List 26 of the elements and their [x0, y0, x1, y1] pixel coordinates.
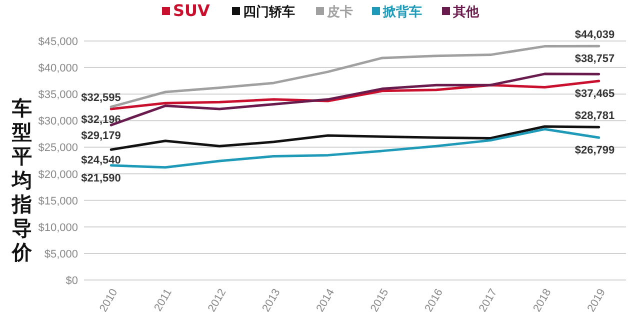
y-tick-label: $10,000 — [38, 222, 78, 234]
y-tick-label: $25,000 — [38, 142, 78, 154]
data-label: $21,590 — [81, 172, 121, 184]
data-label: $26,799 — [574, 144, 615, 157]
data-label: $24,540 — [81, 154, 121, 167]
data-label: $38,757 — [574, 53, 615, 66]
data-label: $29,179 — [81, 130, 121, 142]
y-tick-label: $5,000 — [44, 248, 78, 260]
data-label: $44,039 — [574, 29, 615, 42]
y-tick-label: $15,000 — [38, 195, 78, 208]
legend-label: 皮卡 — [326, 5, 353, 20]
legend-label: 四门轿车 — [243, 4, 295, 20]
y-tick-label: $35,000 — [38, 89, 78, 102]
data-label: $37,465 — [574, 88, 615, 100]
y-tick-label: $40,000 — [38, 62, 78, 75]
data-label: $32,595 — [81, 92, 121, 104]
y-tick-label: $30,000 — [38, 116, 78, 128]
y-tick-label: $20,000 — [38, 168, 78, 181]
legend-label: 掀背车 — [382, 4, 422, 20]
legend-label: SUV — [173, 1, 211, 20]
data-label: $32,196 — [81, 114, 121, 126]
y-tick-label: $0 — [66, 275, 78, 287]
legend-label: 其他 — [452, 5, 480, 20]
y-axis-title: 车型平均指导价 — [11, 96, 33, 264]
data-label: $28,781 — [574, 110, 615, 122]
y-tick-label: $45,000 — [38, 36, 78, 48]
